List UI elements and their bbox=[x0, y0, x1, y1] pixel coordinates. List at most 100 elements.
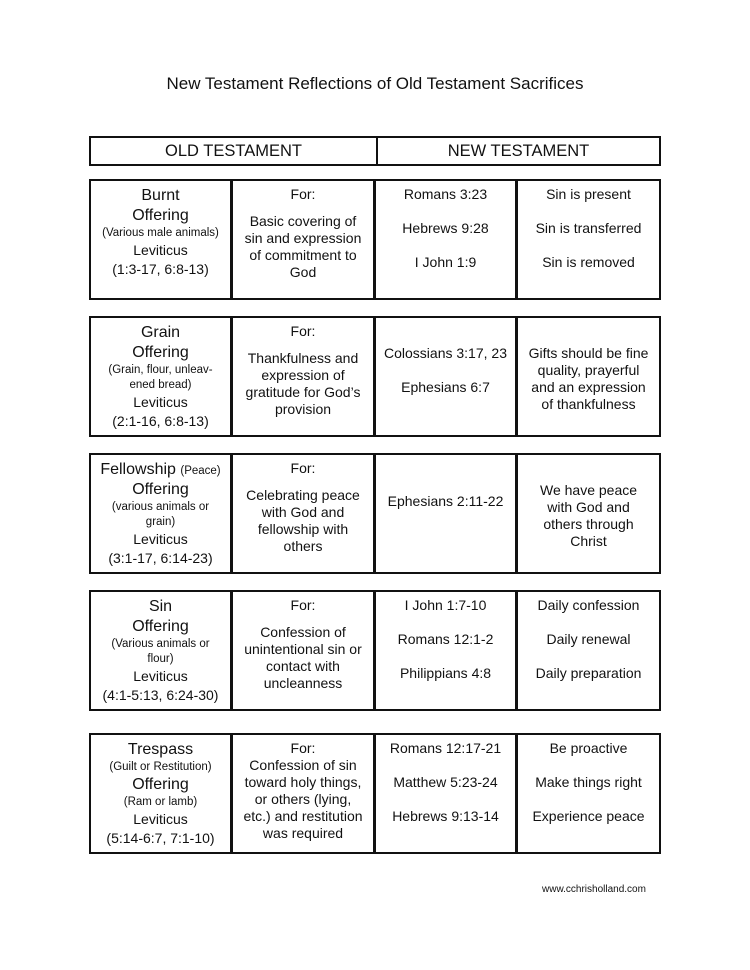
offering-text: grain) bbox=[145, 516, 176, 528]
application-cell: Gifts should be fine quality, prayerful … bbox=[518, 318, 659, 435]
scripture-reference: Romans 12:17-21 bbox=[389, 740, 502, 756]
offering-detail: Leviticus bbox=[91, 530, 230, 549]
purpose-cell: For: Confession of unintentional sin or con… bbox=[233, 592, 376, 709]
application-text: Experience peace bbox=[532, 808, 645, 824]
table-header: OLD TESTAMENT NEW TESTAMENT bbox=[89, 136, 661, 166]
purpose-cell: For: Basic covering of sin and expression o… bbox=[233, 181, 376, 298]
offering-detail: Leviticus bbox=[91, 667, 230, 686]
offering-cell: Sin Offering (Various animals or flour) Levi… bbox=[91, 592, 233, 709]
offering-text: (Ram or lamb) bbox=[123, 796, 198, 808]
scripture-reference: Matthew 5:23-24 bbox=[393, 774, 498, 790]
offering-cell: Trespass (Guilt or Restitution) Offering (R… bbox=[91, 735, 233, 852]
scripture-reference: Hebrews 9:13-14 bbox=[392, 808, 499, 824]
purpose-line: etc.) and restitution bbox=[243, 808, 363, 824]
application-text: Make things right bbox=[535, 774, 642, 790]
offering-text: Offering bbox=[132, 776, 189, 793]
website-link[interactable]: www.cchrisholland.com bbox=[542, 884, 646, 895]
scripture-reference: Philippians 4:8 bbox=[399, 665, 492, 681]
offering-text: Fellowship bbox=[100, 461, 176, 478]
application-text: Daily preparation bbox=[535, 665, 642, 681]
offering-note: (Peace) bbox=[180, 465, 221, 477]
offering-cell: Fellowship (Peace) Offering (various anima… bbox=[91, 455, 233, 572]
offering-text: (3:1-17, 6:14-23) bbox=[108, 550, 213, 566]
offering-detail: (2:1-16, 6:8-13) bbox=[91, 412, 230, 431]
application-text: We have peace with God and others throug… bbox=[539, 482, 638, 549]
offering-name: Trespass bbox=[91, 740, 230, 760]
scripture-reference: Romans 12:1-2 bbox=[397, 631, 494, 647]
for-label: For: bbox=[290, 186, 316, 202]
offering-detail: Leviticus bbox=[91, 393, 230, 412]
purpose-line: of commitment to bbox=[249, 247, 357, 263]
offering-detail: Offering bbox=[91, 343, 230, 363]
purpose-line: Thankfulness and bbox=[247, 350, 359, 366]
purpose-line: contact with bbox=[266, 658, 340, 674]
application-text: Daily confession bbox=[537, 597, 640, 613]
scripture-reference: Colossians 3:17, 23 bbox=[384, 345, 507, 361]
offering-row: Trespass (Guilt or Restitution) Offering (R… bbox=[89, 733, 661, 854]
offering-name: Burnt bbox=[91, 186, 230, 206]
offering-detail: (Grain, flour, unleav- bbox=[91, 363, 230, 378]
offering-detail: (4:1-5:13, 6:24-30) bbox=[91, 686, 230, 705]
purpose-line: Confession of sin bbox=[249, 757, 357, 773]
purpose-line: with God and bbox=[261, 504, 345, 520]
purpose-line: toward holy things, bbox=[244, 774, 362, 790]
offering-text: (4:1-5:13, 6:24-30) bbox=[102, 687, 219, 703]
offering-text: Leviticus bbox=[133, 394, 188, 410]
purpose-line: uncleanness bbox=[263, 675, 343, 691]
offering-row: Grain Offering (Grain, flour, unleav-ened … bbox=[89, 316, 661, 437]
offering-text: Offering bbox=[132, 481, 189, 498]
offering-detail: Offering bbox=[91, 480, 230, 500]
scripture-reference: I John 1:7-10 bbox=[404, 597, 487, 613]
purpose-line: gratitude for God’s bbox=[245, 384, 361, 400]
application-cell: Be proactive Make things right Experience … bbox=[518, 735, 659, 852]
for-label: For: bbox=[290, 740, 316, 756]
offering-detail: ened bread) bbox=[91, 378, 230, 393]
application-cell: We have peace with God and others throug… bbox=[518, 455, 659, 572]
scripture-reference: Romans 3:23 bbox=[403, 186, 488, 202]
offering-text: Offering bbox=[132, 207, 189, 224]
offering-text: ened bread) bbox=[129, 379, 192, 391]
offering-text: Trespass bbox=[127, 741, 194, 758]
offering-text: (Grain, flour, unleav- bbox=[108, 364, 213, 376]
offering-detail: Offering bbox=[91, 775, 230, 795]
application-text: Sin is removed bbox=[542, 254, 635, 270]
purpose-line: others bbox=[283, 538, 323, 554]
purpose-line: provision bbox=[274, 401, 332, 417]
offering-text: Offering bbox=[132, 618, 189, 635]
application-cell: Sin is present Sin is transferred Sin is r… bbox=[518, 181, 659, 298]
header-new-testament: NEW TESTAMENT bbox=[447, 142, 590, 160]
purpose-line: God bbox=[289, 264, 317, 280]
offering-name: Sin bbox=[91, 597, 230, 617]
references-cell: Colossians 3:17, 23 Ephesians 6:7 bbox=[376, 318, 518, 435]
purpose-line: expression of bbox=[261, 367, 345, 383]
purpose-line: unintentional sin or bbox=[244, 641, 362, 657]
purpose-line: fellowship with bbox=[257, 521, 349, 537]
offering-detail: (Various male animals) bbox=[91, 226, 230, 241]
offering-text: Leviticus bbox=[133, 668, 188, 684]
offering-text: Leviticus bbox=[133, 811, 188, 827]
offering-row: Fellowship (Peace) Offering (various anima… bbox=[89, 453, 661, 574]
offering-name: Grain bbox=[91, 323, 230, 343]
purpose-cell: For: Celebrating peace with God and fellows… bbox=[233, 455, 376, 572]
application-text: Be proactive bbox=[549, 740, 628, 756]
offering-text: (5:14-6:7, 7:1-10) bbox=[106, 830, 215, 846]
purpose-line: was required bbox=[262, 825, 344, 841]
offering-detail: (1:3-17, 6:8-13) bbox=[91, 260, 230, 279]
offering-detail: (Ram or lamb) bbox=[91, 795, 230, 810]
header-old-testament: OLD TESTAMENT bbox=[91, 138, 378, 164]
offering-cell: Burnt Offering (Various male animals) Levit… bbox=[91, 181, 233, 298]
offering-detail: Leviticus bbox=[91, 241, 230, 260]
application-text: Daily renewal bbox=[546, 631, 631, 647]
offering-row: Burnt Offering (Various male animals) Levit… bbox=[89, 179, 661, 300]
application-cell: Daily confession Daily renewal Daily prepa… bbox=[518, 592, 659, 709]
purpose-cell: For: Confession of sin toward holy things,… bbox=[233, 735, 376, 852]
offering-detail: Leviticus bbox=[91, 810, 230, 829]
purpose-line: or others (lying, bbox=[254, 791, 352, 807]
for-label: For: bbox=[290, 460, 316, 476]
offering-text: (1:3-17, 6:8-13) bbox=[112, 261, 209, 277]
offering-text: flour) bbox=[147, 653, 174, 665]
application-text: Sin is present bbox=[546, 186, 631, 202]
page-title: New Testament Reflections of Old Testame… bbox=[166, 74, 584, 93]
offering-detail: (5:14-6:7, 7:1-10) bbox=[91, 829, 230, 848]
